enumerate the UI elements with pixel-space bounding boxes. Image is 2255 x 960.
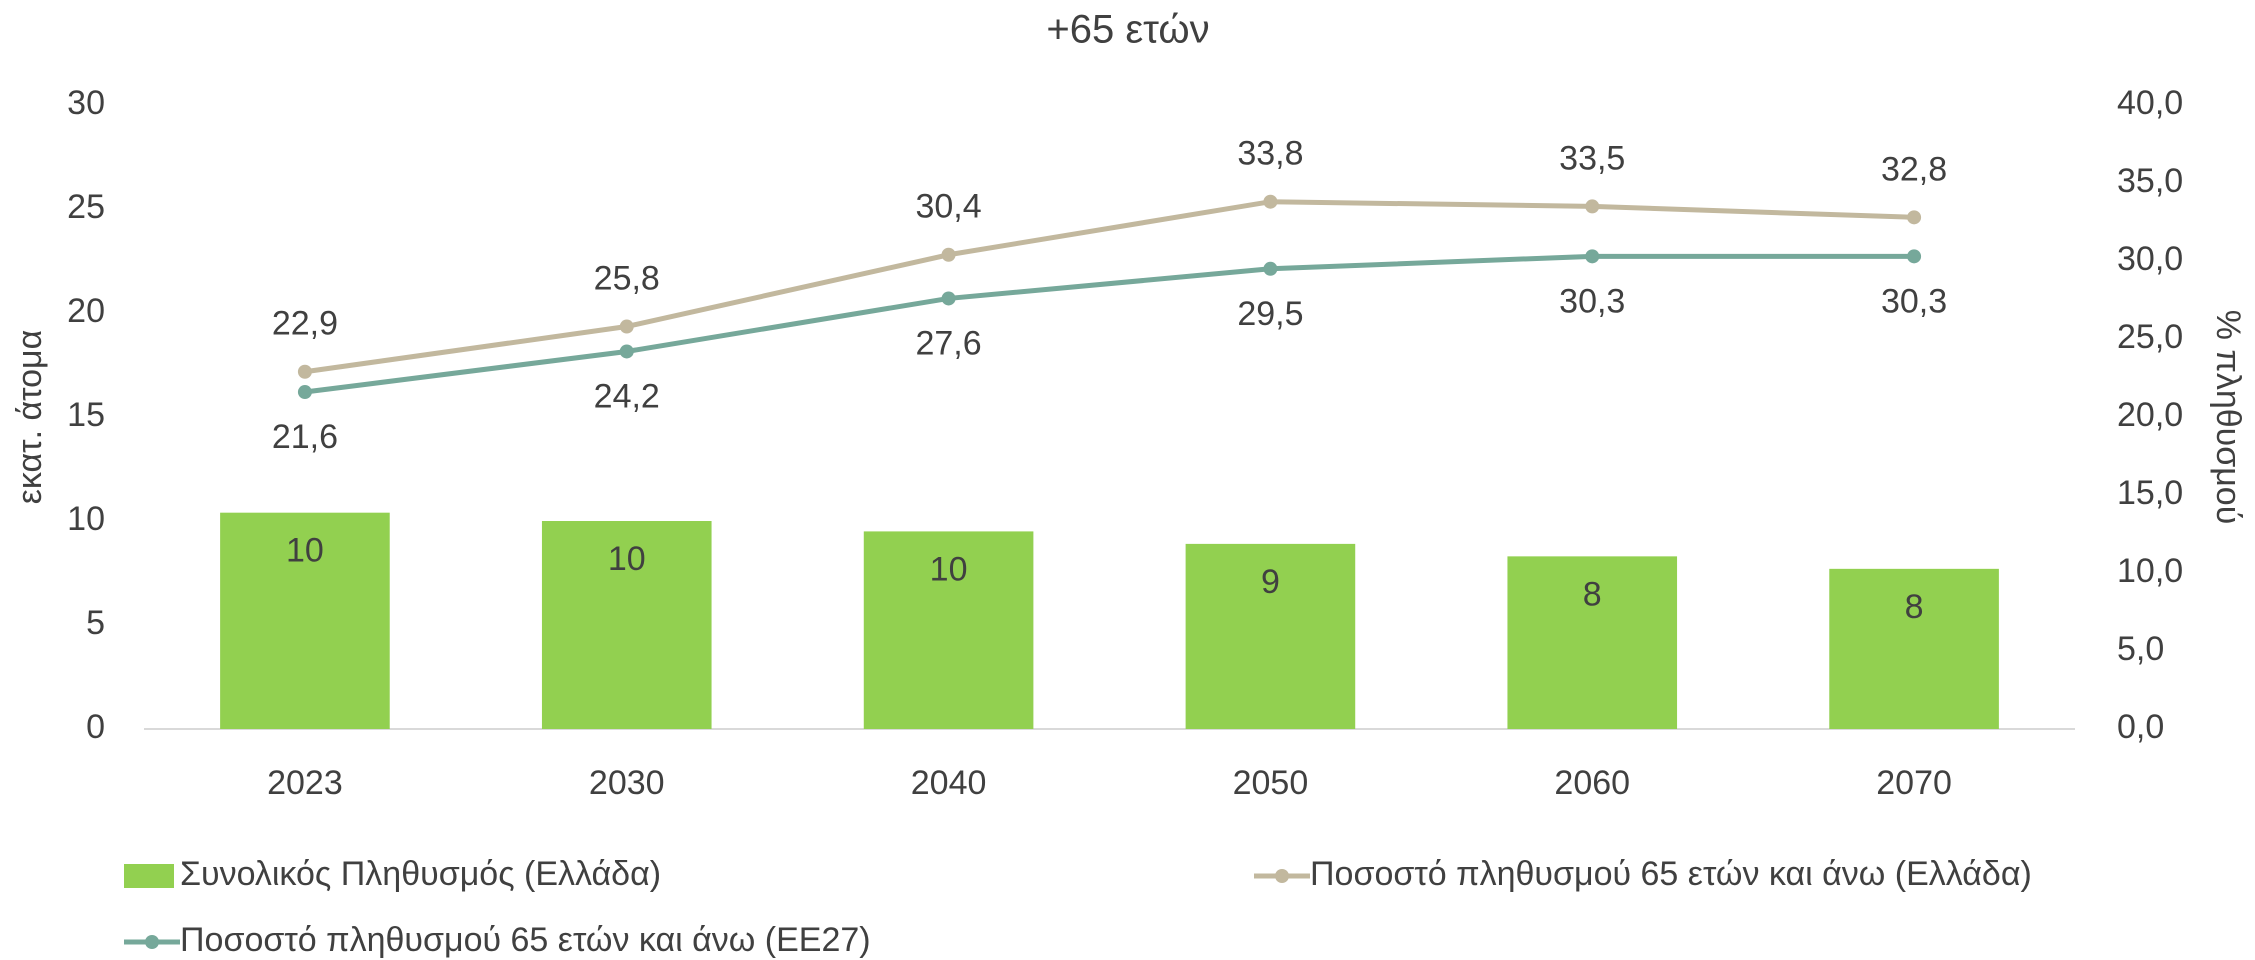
- data-label: 8: [1583, 575, 1602, 613]
- x-tick-label: 2040: [911, 764, 987, 802]
- line-marker: [1263, 194, 1278, 209]
- line-marker: [297, 364, 312, 379]
- data-label: 30,3: [1881, 282, 1947, 320]
- line-marker: [941, 291, 956, 306]
- data-label: 30,4: [915, 188, 981, 226]
- legend-swatch: [1275, 869, 1289, 883]
- line-marker: [1263, 261, 1278, 276]
- y-tick-label: 5: [86, 604, 105, 642]
- line-marker: [941, 247, 956, 262]
- data-label: 10: [608, 540, 646, 578]
- bar: [220, 512, 390, 729]
- line-marker: [619, 319, 634, 334]
- data-label: 21,6: [272, 418, 338, 456]
- data-label: 10: [286, 532, 324, 570]
- data-label: 22,9: [272, 305, 338, 343]
- y2-tick-label: 40,0: [2117, 84, 2183, 122]
- line: [304, 199, 1915, 375]
- x-tick-label: 2050: [1233, 764, 1309, 802]
- x-tick-label: 2070: [1876, 764, 1952, 802]
- data-label: 10: [930, 550, 968, 588]
- y-tick-label: 15: [67, 396, 105, 434]
- chart-title: +65 ετών: [1046, 8, 1209, 52]
- data-label: 24,2: [594, 377, 660, 415]
- y2-tick-label: 5,0: [2117, 630, 2164, 668]
- bar: [1829, 568, 1999, 729]
- data-label: 8: [1905, 588, 1924, 626]
- data-label: 32,8: [1881, 150, 1947, 188]
- y2-axis-label: % πληθυσμού: [2209, 310, 2247, 525]
- line-marker: [297, 385, 312, 400]
- y2-tick-label: 10,0: [2117, 552, 2183, 590]
- y-tick-label: 20: [67, 292, 105, 330]
- data-label: 33,5: [1559, 139, 1625, 177]
- legend-swatch: [145, 935, 159, 949]
- x-tick-label: 2023: [267, 764, 343, 802]
- y2-tick-label: 30,0: [2117, 240, 2183, 278]
- bar: [863, 531, 1034, 729]
- data-label: 27,6: [915, 324, 981, 362]
- line-marker: [1585, 249, 1600, 264]
- y-tick-label: 10: [67, 500, 105, 538]
- data-label: 25,8: [594, 260, 660, 298]
- x-tick-label: 2030: [589, 764, 665, 802]
- y-tick-label: 30: [67, 84, 105, 122]
- data-label: 33,8: [1237, 135, 1303, 173]
- y-tick-label: 0: [86, 708, 105, 746]
- y2-tick-label: 25,0: [2117, 318, 2183, 356]
- bar: [1507, 556, 1678, 729]
- line-marker: [1907, 249, 1922, 264]
- bar: [541, 521, 712, 729]
- legend-label: Ποσοστό πληθυσμού 65 ετών και άνω (Ελλάδ…: [1310, 855, 2032, 893]
- y2-tick-label: 20,0: [2117, 396, 2183, 434]
- data-label: 9: [1261, 563, 1280, 601]
- y-tick-label: 25: [67, 188, 105, 226]
- y-axis-label: εκατ. άτομα: [11, 330, 49, 504]
- line-marker: [1585, 199, 1600, 214]
- bar: [1185, 543, 1356, 729]
- line-marker: [619, 344, 634, 359]
- line: [304, 253, 1915, 395]
- y2-tick-label: 0,0: [2117, 708, 2164, 746]
- y2-tick-label: 35,0: [2117, 162, 2183, 200]
- legend-label: Ποσοστό πληθυσμού 65 ετών και άνω (ΕΕ27): [180, 921, 871, 959]
- legend-swatch: [124, 864, 174, 888]
- data-label: 30,3: [1559, 282, 1625, 320]
- legend-label: Συνολικός Πληθυσμός (Ελλάδα): [180, 855, 661, 893]
- data-label: 29,5: [1237, 295, 1303, 333]
- y2-tick-label: 15,0: [2117, 474, 2183, 512]
- line-marker: [1907, 210, 1922, 225]
- x-tick-label: 2060: [1554, 764, 1630, 802]
